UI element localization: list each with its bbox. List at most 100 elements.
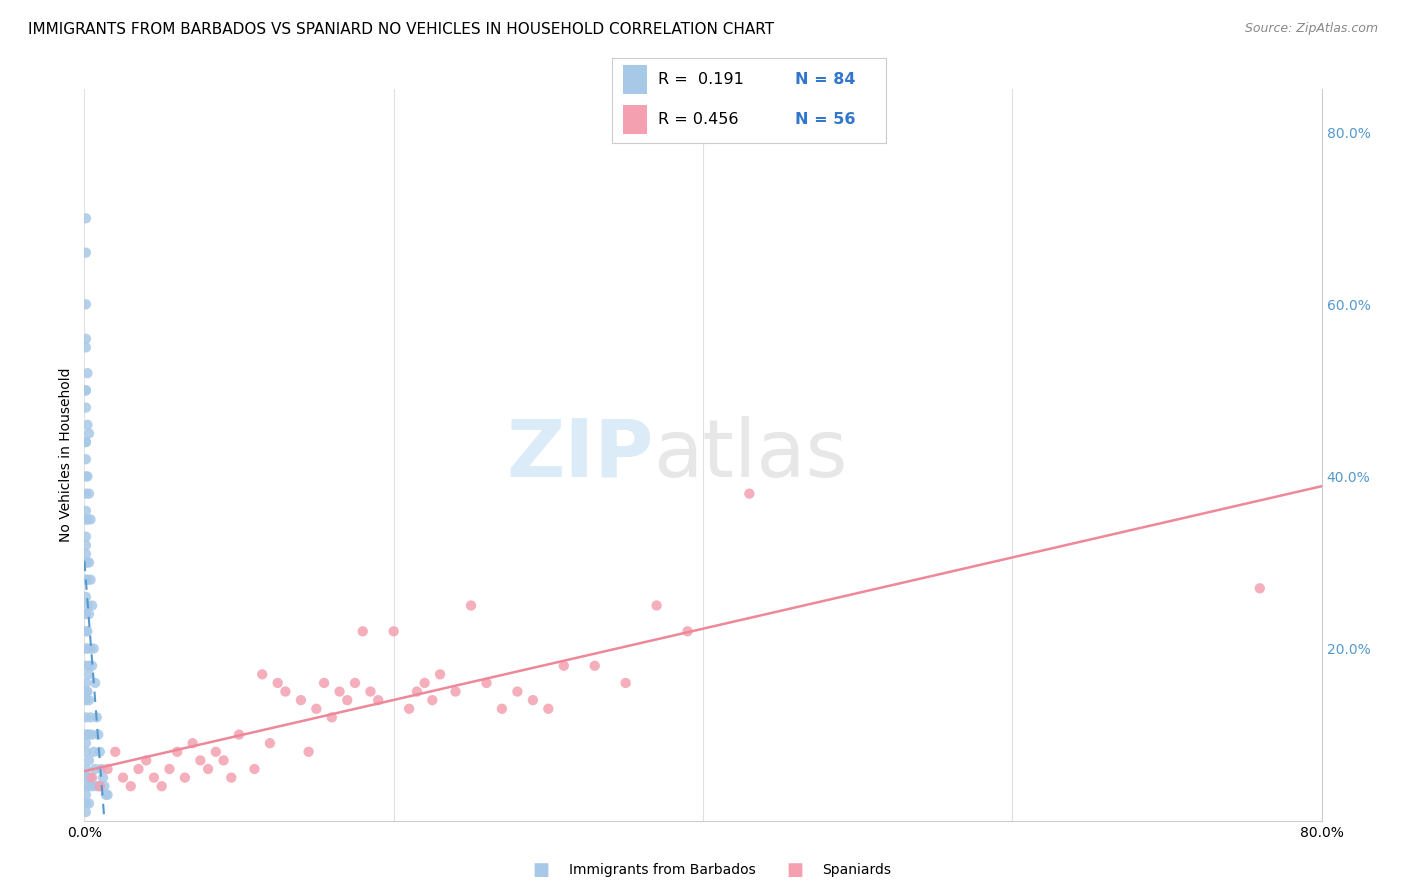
Point xyxy=(537,702,560,716)
Point xyxy=(174,771,197,785)
Point xyxy=(506,684,529,698)
Point xyxy=(243,762,266,776)
Point xyxy=(104,745,127,759)
Point xyxy=(267,676,290,690)
Point xyxy=(75,788,97,802)
Point xyxy=(89,779,111,793)
Point xyxy=(75,401,97,415)
Point xyxy=(128,762,150,776)
Point xyxy=(77,426,100,441)
Point xyxy=(75,590,97,604)
Point xyxy=(75,607,97,621)
Point xyxy=(79,573,101,587)
Point xyxy=(406,684,429,698)
Point xyxy=(76,366,98,380)
Point xyxy=(212,753,235,767)
Y-axis label: No Vehicles in Household: No Vehicles in Household xyxy=(59,368,73,542)
Point xyxy=(75,762,97,776)
Point xyxy=(290,693,312,707)
Point xyxy=(382,624,405,639)
Point xyxy=(252,667,274,681)
Point xyxy=(76,728,98,742)
Point xyxy=(75,384,97,398)
Point xyxy=(367,693,389,707)
Point xyxy=(120,779,142,793)
Point xyxy=(228,728,250,742)
Bar xyxy=(623,65,647,94)
Point xyxy=(76,624,98,639)
Point xyxy=(89,779,111,793)
Point xyxy=(75,779,97,793)
Text: ZIP: ZIP xyxy=(506,416,654,494)
Point xyxy=(75,658,97,673)
Point xyxy=(83,745,105,759)
Point xyxy=(205,745,228,759)
Point xyxy=(87,728,110,742)
Point xyxy=(75,245,97,260)
Point xyxy=(75,384,97,398)
Point xyxy=(321,710,343,724)
Point xyxy=(75,624,97,639)
Text: Immigrants from Barbados: Immigrants from Barbados xyxy=(569,863,756,877)
Point xyxy=(429,667,451,681)
Point xyxy=(82,599,104,613)
Point xyxy=(75,728,97,742)
Point xyxy=(75,332,97,346)
Point xyxy=(1249,582,1271,596)
Bar xyxy=(623,105,647,134)
Point xyxy=(76,641,98,656)
Point xyxy=(79,641,101,656)
Point xyxy=(76,556,98,570)
Point xyxy=(491,702,513,716)
Point xyxy=(75,530,97,544)
Point xyxy=(94,788,117,802)
Point xyxy=(75,435,97,450)
Point xyxy=(76,771,98,785)
Point xyxy=(75,435,97,450)
Point xyxy=(583,658,606,673)
Point xyxy=(645,599,668,613)
Point xyxy=(75,797,97,811)
Point xyxy=(181,736,204,750)
Point xyxy=(197,762,219,776)
Point xyxy=(298,745,321,759)
Point xyxy=(166,745,188,759)
Point xyxy=(444,684,467,698)
Point xyxy=(79,771,101,785)
Point xyxy=(77,779,100,793)
Point xyxy=(76,469,98,483)
Point xyxy=(86,710,108,724)
Point xyxy=(413,676,436,690)
Point xyxy=(112,771,135,785)
Point xyxy=(75,486,97,500)
Point xyxy=(75,710,97,724)
Point xyxy=(77,728,100,742)
Point xyxy=(76,512,98,526)
Text: Spaniards: Spaniards xyxy=(823,863,891,877)
Point xyxy=(82,728,104,742)
Point xyxy=(75,556,97,570)
Point xyxy=(76,417,98,432)
Text: N = 84: N = 84 xyxy=(796,71,856,87)
Text: ■: ■ xyxy=(786,861,803,879)
Point xyxy=(422,693,444,707)
Point xyxy=(398,702,420,716)
Point xyxy=(91,771,114,785)
Point xyxy=(221,771,243,785)
Text: R =  0.191: R = 0.191 xyxy=(658,71,744,87)
Text: IMMIGRANTS FROM BARBADOS VS SPANIARD NO VEHICLES IN HOUSEHOLD CORRELATION CHART: IMMIGRANTS FROM BARBADOS VS SPANIARD NO … xyxy=(28,22,775,37)
Point xyxy=(77,486,100,500)
Point xyxy=(82,779,104,793)
Point xyxy=(76,684,98,698)
Point xyxy=(75,547,97,561)
Point xyxy=(75,573,97,587)
Point xyxy=(676,624,699,639)
Point xyxy=(475,676,498,690)
Point xyxy=(77,556,100,570)
Point xyxy=(75,736,97,750)
Point xyxy=(77,607,100,621)
Point xyxy=(75,771,97,785)
Point xyxy=(93,779,115,793)
Point xyxy=(738,486,761,500)
Point xyxy=(159,762,181,776)
